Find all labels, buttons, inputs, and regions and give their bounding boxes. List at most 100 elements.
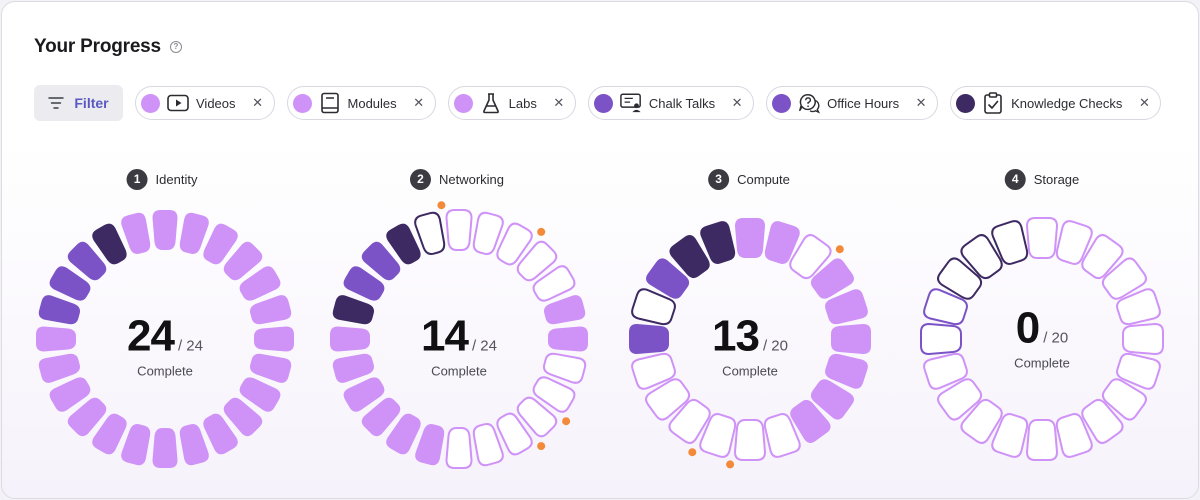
chip-office-hours[interactable]: Office Hours ✕ [766,86,939,120]
progress-segment[interactable] [445,209,473,251]
progress-segment[interactable] [341,373,388,415]
close-icon[interactable]: ✕ [915,95,927,110]
progress-segment[interactable] [414,422,449,467]
progress-segment[interactable] [667,232,715,282]
close-icon[interactable]: ✕ [1138,95,1150,110]
progress-segment[interactable] [445,427,473,469]
progress-segment[interactable] [330,326,370,352]
progress-segment[interactable] [254,326,294,352]
close-icon[interactable]: ✕ [413,95,425,110]
progress-segment[interactable] [959,396,1007,446]
progress-segment[interactable] [761,411,802,458]
progress-segment[interactable] [530,264,577,306]
progress-segment[interactable] [733,419,767,461]
progress-segment[interactable] [1025,419,1059,461]
progress-segment[interactable] [542,294,587,329]
progress-segment[interactable] [513,393,559,439]
progress-segment[interactable] [219,393,265,439]
progress-segment[interactable] [922,287,969,328]
progress-segment[interactable] [248,294,293,329]
progress-segment[interactable] [959,232,1007,282]
progress-segment[interactable] [643,375,693,423]
progress-segment[interactable] [1053,219,1094,266]
progress-segment[interactable] [1053,411,1094,458]
progress-segment[interactable] [1114,287,1161,328]
progress-segment[interactable] [1025,217,1059,259]
progress-segment[interactable] [630,350,677,391]
progress-segment[interactable] [831,324,871,354]
question-circle-icon[interactable]: ? [169,41,182,53]
progress-segment[interactable] [359,239,405,285]
progress-segment[interactable] [199,410,241,457]
close-icon[interactable]: ✕ [731,95,743,110]
progress-segment[interactable] [120,211,155,256]
progress-segment[interactable] [493,410,535,457]
progress-segment[interactable] [65,393,111,439]
close-icon[interactable]: ✕ [553,95,565,110]
progress-segment[interactable] [248,350,293,385]
progress-segment[interactable] [807,375,857,423]
progress-segment[interactable] [735,218,765,258]
progress-segment[interactable] [236,264,283,306]
filter-button[interactable]: Filter [34,85,123,121]
progress-segment[interactable] [822,287,869,328]
progress-segment[interactable] [341,264,388,306]
chip-chalk-talks[interactable]: Chalk Talks ✕ [587,86,755,120]
progress-segment[interactable] [236,373,283,415]
progress-segment[interactable] [65,239,111,285]
progress-segment[interactable] [1099,256,1149,304]
progress-segment[interactable] [667,396,715,446]
progress-segment[interactable] [990,411,1031,458]
chip-knowledge-checks[interactable]: Knowledge Checks ✕ [950,86,1162,120]
progress-segment[interactable] [90,410,132,457]
close-icon[interactable]: ✕ [252,95,263,110]
progress-segment[interactable] [37,350,82,385]
chip-labs[interactable]: Labs ✕ [447,86,576,120]
progress-segment[interactable] [807,256,857,304]
progress-segment[interactable] [331,350,376,385]
progress-segment[interactable] [470,422,505,467]
progress-segment[interactable] [935,256,985,304]
progress-segment[interactable] [513,239,559,285]
progress-segment[interactable] [1078,396,1126,446]
progress-segment[interactable] [36,326,76,352]
progress-segment[interactable] [384,410,426,457]
progress-segment[interactable] [698,219,739,266]
progress-segment[interactable] [920,322,962,356]
progress-segment[interactable] [822,350,869,391]
progress-segment[interactable] [219,239,265,285]
progress-segment[interactable] [47,264,94,306]
progress-segment[interactable] [1099,375,1149,423]
progress-segment[interactable] [643,256,693,304]
progress-segment[interactable] [761,219,802,266]
progress-segment[interactable] [1078,232,1126,282]
progress-segment[interactable] [630,287,677,328]
progress-segment[interactable] [470,211,505,256]
progress-segment[interactable] [786,396,834,446]
progress-segment[interactable] [152,210,178,250]
progress-segment[interactable] [176,422,211,467]
progress-segment[interactable] [176,211,211,256]
progress-segment[interactable] [786,232,834,282]
progress-segment[interactable] [414,211,449,256]
progress-segment[interactable] [990,219,1031,266]
progress-segment[interactable] [1114,350,1161,391]
progress-segment[interactable] [152,428,178,468]
progress-segment[interactable] [698,411,739,458]
progress-segment[interactable] [90,221,132,268]
progress-segment[interactable] [331,294,376,329]
progress-segment[interactable] [530,373,577,415]
progress-segment[interactable] [922,350,969,391]
progress-segment[interactable] [199,221,241,268]
progress-segment[interactable] [384,221,426,268]
progress-segment[interactable] [493,221,535,268]
progress-segment[interactable] [935,375,985,423]
progress-segment[interactable] [37,294,82,329]
progress-segment[interactable] [120,422,155,467]
progress-segment[interactable] [548,326,588,352]
progress-segment[interactable] [359,393,405,439]
progress-segment[interactable] [1122,322,1164,356]
progress-segment[interactable] [47,373,94,415]
chip-videos[interactable]: Videos ✕ [135,86,275,120]
